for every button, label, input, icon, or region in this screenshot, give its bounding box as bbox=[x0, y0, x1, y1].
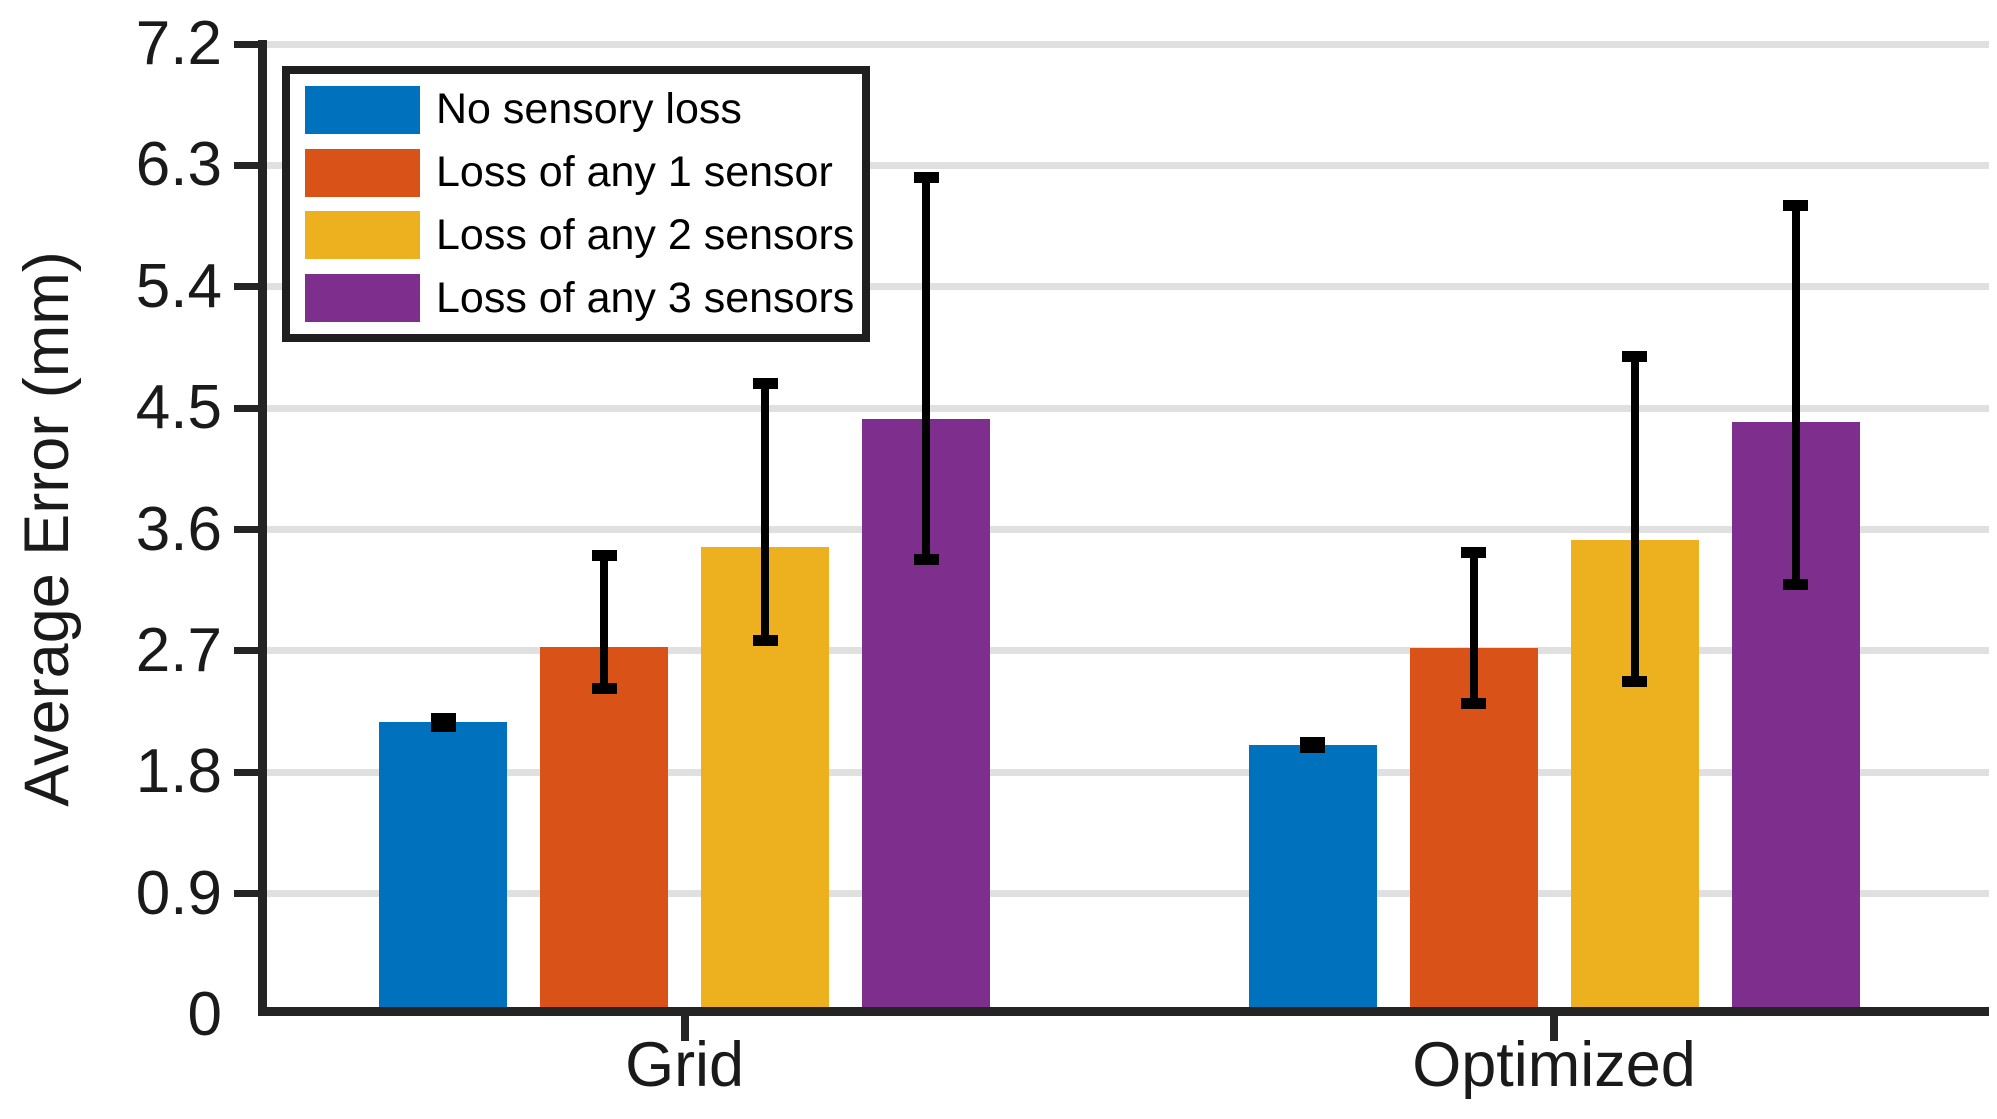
bar-optimized-loss-of-any-1-sensor bbox=[1409, 648, 1538, 1016]
gridline-1.8 bbox=[266, 768, 1989, 776]
gridline-5.4 bbox=[266, 283, 1989, 291]
errorbar-cap-top-optimized-loss-of-any-2-sensors bbox=[1622, 351, 1647, 363]
y-axis-line bbox=[258, 40, 267, 1016]
legend-item-no-sensory-loss: No sensory loss bbox=[290, 79, 862, 141]
legend-swatch-no-sensory-loss bbox=[305, 85, 420, 134]
errorbar-cap-top-optimized-loss-of-any-3-sensors bbox=[1783, 200, 1808, 212]
legend: No sensory loss Loss of any 1 sensor Loss … bbox=[282, 66, 870, 342]
gridline-0.9 bbox=[266, 890, 1989, 898]
errorbar-stem-optimized-loss-of-any-2-sensors bbox=[1630, 356, 1639, 682]
gridline-4.5 bbox=[266, 404, 1989, 412]
errorbar-cap-bottom-grid-no-sensory-loss bbox=[430, 720, 456, 732]
y-tick-2.7 bbox=[234, 647, 267, 655]
bar-optimized-no-sensory-loss bbox=[1248, 745, 1377, 1016]
errorbar-stem-grid-loss-of-any-2-sensors bbox=[761, 383, 770, 641]
y-tick-label-3.6: 3.6 bbox=[135, 494, 222, 564]
y-tick-label-7.2: 7.2 bbox=[135, 9, 222, 78]
errorbar-cap-top-optimized-loss-of-any-1-sensor bbox=[1461, 546, 1486, 558]
y-tick-label-6.3: 6.3 bbox=[135, 130, 222, 200]
errorbar-cap-top-grid-loss-of-any-3-sensors bbox=[913, 172, 939, 183]
y-tick-4.5 bbox=[234, 404, 267, 412]
y-tick-5.4 bbox=[234, 283, 267, 291]
errorbar-stem-optimized-loss-of-any-3-sensors bbox=[1791, 205, 1800, 585]
legend-swatch-loss-of-any-2-sensors bbox=[305, 211, 420, 260]
legend-swatch-loss-of-any-3-sensors bbox=[305, 274, 420, 323]
gridline-2.7 bbox=[266, 647, 1989, 655]
errorbar-cap-bottom-optimized-loss-of-any-2-sensors bbox=[1622, 676, 1647, 688]
y-tick-label-5.4: 5.4 bbox=[135, 251, 222, 321]
gridline-6.3 bbox=[266, 161, 1989, 169]
y-tick-label-1.8: 1.8 bbox=[135, 737, 222, 807]
x-tick-grid bbox=[680, 1016, 689, 1041]
legend-label-loss-of-any-3-sensors: Loss of any 3 sensors bbox=[436, 273, 855, 322]
y-tick-1.8 bbox=[234, 768, 267, 776]
errorbar-stem-optimized-loss-of-any-1-sensor bbox=[1469, 552, 1478, 704]
errorbar-cap-bottom-grid-loss-of-any-1-sensor bbox=[591, 683, 617, 695]
x-axis-label-grid: Grid bbox=[625, 1030, 745, 1100]
y-tick-7.2 bbox=[234, 40, 267, 48]
gridline-7.2 bbox=[266, 40, 1989, 48]
errorbar-cap-bottom-optimized-loss-of-any-1-sensor bbox=[1461, 697, 1486, 709]
y-tick-3.6 bbox=[234, 526, 267, 533]
legend-label-loss-of-any-1-sensor: Loss of any 1 sensor bbox=[436, 148, 833, 197]
legend-item-loss-of-any-2-sensors: Loss of any 2 sensors bbox=[290, 204, 862, 266]
bar-grid-no-sensory-loss bbox=[379, 722, 508, 1016]
x-tick-optimized bbox=[1550, 1016, 1558, 1041]
errorbar-cap-bottom-optimized-no-sensory-loss bbox=[1300, 742, 1325, 754]
legend-item-loss-of-any-1-sensor: Loss of any 1 sensor bbox=[290, 142, 862, 204]
y-tick-6.3 bbox=[234, 161, 267, 169]
errorbar-stem-grid-loss-of-any-1-sensor bbox=[600, 555, 609, 689]
y-tick-label-0.9: 0.9 bbox=[135, 858, 222, 928]
legend-label-no-sensory-loss: No sensory loss bbox=[436, 85, 742, 134]
legend-swatch-loss-of-any-1-sensor bbox=[305, 148, 420, 197]
errorbar-cap-bottom-grid-loss-of-any-2-sensors bbox=[752, 634, 778, 646]
bar-grid-loss-of-any-1-sensor bbox=[540, 646, 669, 1016]
legend-label-loss-of-any-2-sensors: Loss of any 2 sensors bbox=[436, 210, 855, 259]
errorbar-cap-top-grid-loss-of-any-1-sensor bbox=[591, 549, 617, 561]
y-tick-label-2.7: 2.7 bbox=[135, 615, 222, 685]
y-tick-label-0: 0 bbox=[187, 980, 222, 1049]
gridline-3.6 bbox=[266, 526, 1989, 533]
x-axis-label-optimized: Optimized bbox=[1412, 1030, 1696, 1100]
errorbar-cap-top-grid-loss-of-any-2-sensors bbox=[752, 378, 778, 390]
errorbar-cap-bottom-optimized-loss-of-any-3-sensors bbox=[1783, 579, 1808, 591]
legend-item-loss-of-any-3-sensors: Loss of any 3 sensors bbox=[290, 267, 862, 329]
x-axis-line bbox=[258, 1007, 1989, 1016]
y-tick-label-4.5: 4.5 bbox=[135, 373, 222, 443]
y-tick-0.9 bbox=[234, 890, 267, 898]
errorbar-cap-top-grid-no-sensory-loss bbox=[430, 712, 456, 724]
errorbar-stem-grid-loss-of-any-3-sensors bbox=[922, 177, 931, 560]
errorbar-cap-bottom-grid-loss-of-any-3-sensors bbox=[913, 553, 939, 565]
